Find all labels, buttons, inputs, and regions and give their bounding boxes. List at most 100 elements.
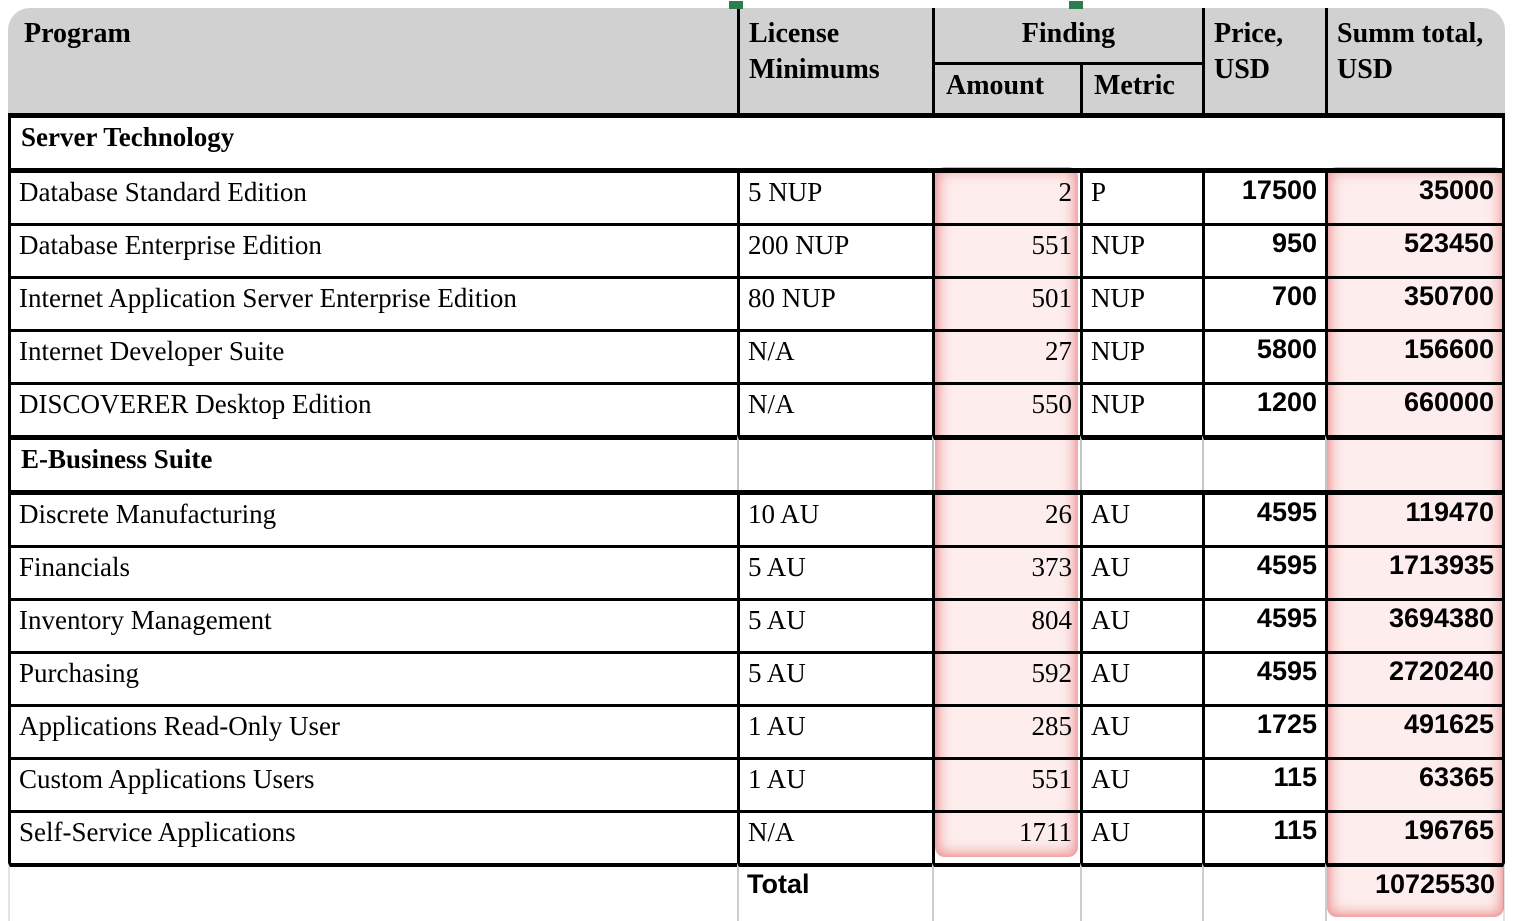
column-divider (932, 8, 935, 113)
metric-cell: NUP (1080, 276, 1202, 329)
amount-cell: 285 (932, 704, 1080, 757)
table-header: Program License Minimums Finding Amount … (8, 8, 1505, 113)
amount-cell: 551 (932, 757, 1080, 810)
header-price-usd: Price, USD (1214, 18, 1284, 86)
total-label: Total (737, 863, 932, 921)
license-min-cell: 200 NUP (737, 223, 932, 276)
license-min-cell: N/A (737, 810, 932, 863)
price-cell: 4595 (1202, 545, 1325, 598)
section-row-e-business-suite: E-Business Suite (8, 435, 1506, 490)
empty-cell (1080, 863, 1202, 921)
program-cell: DISCOVERER Desktop Edition (8, 382, 737, 435)
amount-cell: 26 (932, 490, 1080, 545)
column-resize-handle[interactable] (1069, 1, 1083, 9)
metric-cell: AU (1080, 545, 1202, 598)
program-cell: Applications Read-Only User (8, 704, 737, 757)
header-summ-total-usd: Summ total, USD (1337, 18, 1484, 86)
column-divider (1202, 8, 1205, 113)
column-divider (1325, 8, 1328, 113)
price-cell: 1200 (1202, 382, 1325, 435)
column-resize-handle[interactable] (729, 1, 743, 9)
finding-subheader-divider (932, 62, 1205, 65)
table-row: Inventory Management 5 AU 804 AU 4595 36… (8, 598, 1506, 651)
table-row: DISCOVERER Desktop Edition N/A 550 NUP 1… (8, 382, 1506, 435)
table-row: Database Enterprise Edition 200 NUP 551 … (8, 223, 1506, 276)
table-row: Purchasing 5 AU 592 AU 4595 2720240 (8, 651, 1506, 704)
amount-metric-divider (1080, 62, 1083, 113)
empty-cell (932, 863, 1080, 921)
summ-total-cell: 491625 (1325, 704, 1506, 757)
metric-cell: AU (1080, 810, 1202, 863)
metric-cell: AU (1080, 598, 1202, 651)
summ-total-cell: 35000 (1325, 168, 1506, 223)
empty-cell (1202, 435, 1325, 490)
header-metric: Metric (1094, 70, 1175, 101)
price-cell: 5800 (1202, 329, 1325, 382)
table-row: Internet Developer Suite N/A 27 NUP 5800… (8, 329, 1506, 382)
license-min-cell: 80 NUP (737, 276, 932, 329)
price-cell: 4595 (1202, 651, 1325, 704)
empty-cell (8, 863, 737, 921)
table-row: Applications Read-Only User 1 AU 285 AU … (8, 704, 1506, 757)
section-row-server-technology: Server Technology (8, 113, 1506, 168)
header-program: Program (24, 18, 131, 49)
empty-cell (1202, 863, 1325, 921)
amount-cell: 551 (932, 223, 1080, 276)
license-min-cell: 10 AU (737, 490, 932, 545)
program-cell: Purchasing (8, 651, 737, 704)
license-min-cell: 5 NUP (737, 168, 932, 223)
total-row: Total 10725530 (8, 863, 1506, 921)
metric-cell: AU (1080, 651, 1202, 704)
header-finding: Finding (1021, 18, 1116, 49)
summ-total-cell: 2720240 (1325, 651, 1506, 704)
license-min-cell: N/A (737, 382, 932, 435)
program-cell: Financials (8, 545, 737, 598)
section-label: Server Technology (8, 113, 1506, 168)
empty-cell (1080, 435, 1202, 490)
price-cell: 4595 (1202, 598, 1325, 651)
license-min-cell: 5 AU (737, 598, 932, 651)
program-cell: Database Enterprise Edition (8, 223, 737, 276)
summ-total-cell: 1713935 (1325, 545, 1506, 598)
amount-cell: 550 (932, 382, 1080, 435)
metric-cell: AU (1080, 490, 1202, 545)
metric-cell: AU (1080, 704, 1202, 757)
price-cell: 700 (1202, 276, 1325, 329)
amount-cell: 373 (932, 545, 1080, 598)
metric-cell: NUP (1080, 329, 1202, 382)
total-value: 10725530 (1325, 863, 1506, 921)
program-cell: Internet Developer Suite (8, 329, 737, 382)
table-row: Custom Applications Users 1 AU 551 AU 11… (8, 757, 1506, 810)
program-cell: Internet Application Server Enterprise E… (8, 276, 737, 329)
table-row: Database Standard Edition 5 NUP 2 P 1750… (8, 168, 1506, 223)
license-min-cell: 5 AU (737, 545, 932, 598)
program-cell: Database Standard Edition (8, 168, 737, 223)
empty-cell (1325, 435, 1506, 490)
header-amount: Amount (946, 70, 1045, 101)
metric-cell: NUP (1080, 382, 1202, 435)
table-row: Financials 5 AU 373 AU 4595 1713935 (8, 545, 1506, 598)
program-cell: Discrete Manufacturing (8, 490, 737, 545)
program-cell: Custom Applications Users (8, 757, 737, 810)
amount-cell: 501 (932, 276, 1080, 329)
summ-total-cell: 350700 (1325, 276, 1506, 329)
summ-total-cell: 156600 (1325, 329, 1506, 382)
amount-cell: 804 (932, 598, 1080, 651)
table-row: Self-Service Applications N/A 1711 AU 11… (8, 810, 1506, 863)
license-min-cell: 1 AU (737, 704, 932, 757)
license-min-cell: 5 AU (737, 651, 932, 704)
amount-cell: 2 (932, 168, 1080, 223)
summ-total-cell: 3694380 (1325, 598, 1506, 651)
amount-cell: 592 (932, 651, 1080, 704)
empty-cell (737, 435, 932, 490)
price-cell: 115 (1202, 810, 1325, 863)
program-cell: Self-Service Applications (8, 810, 737, 863)
price-cell: 17500 (1202, 168, 1325, 223)
amount-cell: 27 (932, 329, 1080, 382)
license-min-cell: 1 AU (737, 757, 932, 810)
metric-cell: P (1080, 168, 1202, 223)
table-row: Internet Application Server Enterprise E… (8, 276, 1506, 329)
summ-total-cell: 523450 (1325, 223, 1506, 276)
price-cell: 4595 (1202, 490, 1325, 545)
